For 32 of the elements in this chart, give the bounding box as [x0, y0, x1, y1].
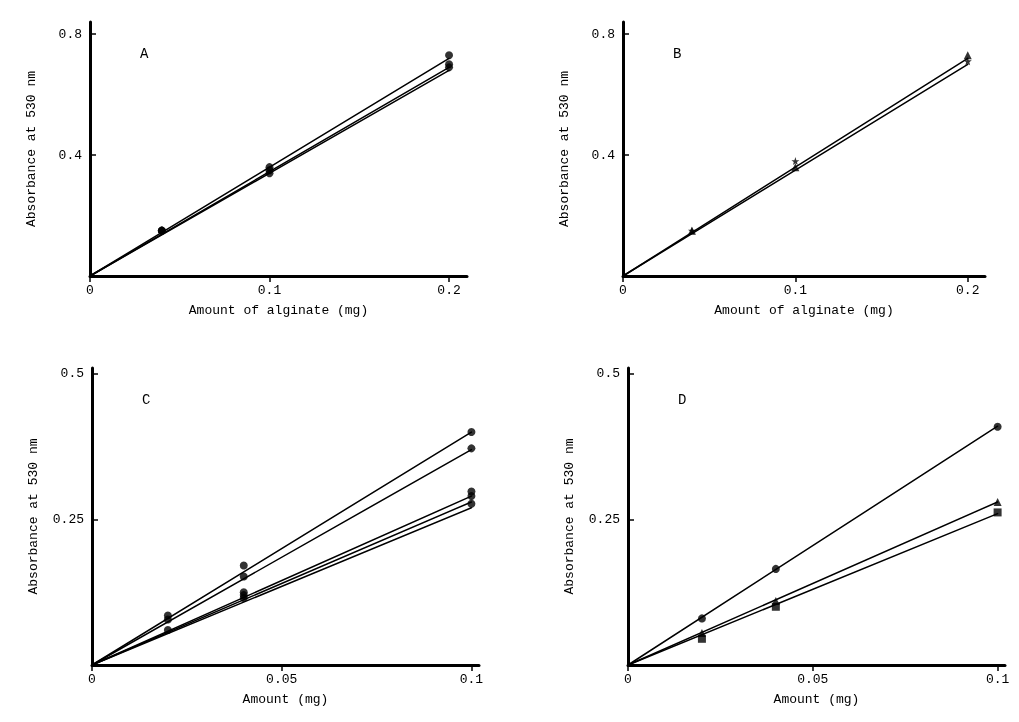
x-tick-label: 0.2: [956, 283, 980, 298]
y-tick-label: 0.5: [596, 366, 620, 382]
annotation: D: [678, 392, 687, 408]
x-tick-label: 0: [88, 672, 96, 687]
x-axis-title: Amount of alginate (mg): [714, 303, 894, 318]
y-tick-label: 0.8: [58, 26, 82, 42]
y-tick-label: 0.4: [58, 147, 83, 163]
y-tick-label: 0.25: [588, 511, 620, 527]
x-axis-title: Amount (mg): [773, 692, 860, 707]
annotation: C: [142, 392, 151, 408]
y-axis-title: Absorbance at 530 nm: [26, 438, 41, 595]
x-tick-label: 0.05: [797, 672, 829, 687]
x-tick-label: 0.1: [783, 283, 808, 298]
x-tick-label: 0.1: [459, 672, 484, 687]
y-axis-title: Absorbance at 530 nm: [24, 70, 39, 228]
annotation: A: [140, 46, 149, 62]
x-tick-label: 0.1: [985, 672, 1010, 687]
y-axis-title: Absorbance at 530 nm: [557, 70, 572, 228]
x-tick-label: 0.05: [266, 672, 298, 687]
x-tick-label: 0: [624, 672, 632, 687]
y-axis-title: Absorbance at 530 nm: [562, 438, 577, 595]
x-tick-label: 0.2: [437, 283, 461, 298]
y-tick-label: 0.5: [60, 366, 84, 382]
x-axis-title: Amount of alginate (mg): [188, 303, 369, 318]
x-tick-label: 0: [86, 283, 94, 298]
x-tick-label: 0: [619, 283, 627, 298]
annotation: B: [673, 46, 682, 62]
y-tick-label: 0.4: [591, 147, 616, 163]
y-tick-label: 0.8: [591, 26, 615, 42]
x-tick-label: 0.1: [257, 283, 282, 298]
x-axis-title: Amount (mg): [242, 692, 329, 707]
y-tick-label: 0.25: [52, 511, 84, 527]
